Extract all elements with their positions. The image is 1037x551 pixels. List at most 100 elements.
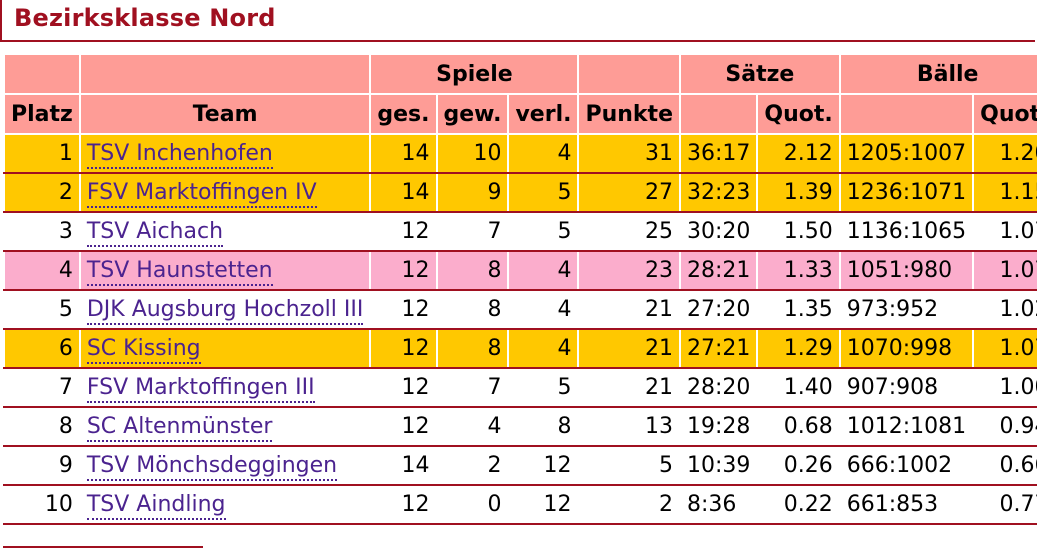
cell-baelle: 1205:1007	[838, 133, 975, 174]
team-link[interactable]: TSV Aichach	[86, 219, 224, 247]
cell-platz: 7	[3, 367, 81, 408]
cell-team: TSV Inchenhofen	[78, 133, 372, 174]
team-link[interactable]: DJK Augsburg Hochzoll III	[86, 297, 364, 325]
cell-team: TSV Aindling	[78, 484, 372, 525]
team-link[interactable]: TSV Aindling	[86, 492, 226, 520]
table-row: 2 FSV Marktoffingen IV 14 9 5 27 32:23 1.39 1236…	[3, 172, 1037, 213]
bottom-divider	[3, 546, 203, 548]
cell-saetze: 32:23	[678, 172, 759, 213]
cell-platz: 4	[3, 250, 81, 291]
cell-team: FSV Marktoffingen IV	[78, 172, 372, 213]
header-saetze-quot: Quot.	[756, 93, 841, 135]
cell-punkte: 21	[577, 367, 681, 408]
cell-gew: 8	[435, 289, 510, 330]
cell-platz: 8	[3, 406, 81, 447]
cell-saetze-quot: 1.40	[756, 367, 841, 408]
cell-verl: 4	[507, 328, 580, 369]
team-link[interactable]: TSV Haunstetten	[86, 258, 273, 286]
cell-verl: 4	[507, 250, 580, 291]
cell-baelle-quot: 1.20	[972, 133, 1037, 174]
cell-gew: 2	[435, 445, 510, 486]
cell-punkte: 23	[577, 250, 681, 291]
cell-team: TSV Mönchsdeggingen	[78, 445, 372, 486]
cell-baelle-quot: 0.66	[972, 445, 1037, 486]
cell-saetze: 27:20	[678, 289, 759, 330]
table-row: 8 SC Altenmünster 12 4 8 13 19:28 0.68 1012:1081…	[3, 406, 1037, 447]
cell-team: DJK Augsburg Hochzoll III	[78, 289, 372, 330]
cell-ges: 12	[369, 484, 438, 525]
cell-baelle: 1236:1071	[838, 172, 975, 213]
table-row: 5 DJK Augsburg Hochzoll III 12 8 4 21 27:20 1.3…	[3, 289, 1037, 330]
cell-saetze-quot: 1.39	[756, 172, 841, 213]
cell-verl: 8	[507, 406, 580, 447]
cell-verl: 5	[507, 211, 580, 252]
cell-saetze-quot: 1.29	[756, 328, 841, 369]
cell-gew: 4	[435, 406, 510, 447]
team-link[interactable]: SC Altenmünster	[86, 414, 273, 442]
cell-baelle-quot: 0.77	[972, 484, 1037, 525]
cell-gew: 7	[435, 211, 510, 252]
header-team-top	[78, 53, 372, 95]
header-gew: gew.	[435, 93, 510, 135]
cell-ges: 12	[369, 328, 438, 369]
cell-gew: 0	[435, 484, 510, 525]
cell-gew: 7	[435, 367, 510, 408]
cell-platz: 2	[3, 172, 81, 213]
cell-saetze: 27:21	[678, 328, 759, 369]
cell-gew: 8	[435, 328, 510, 369]
team-link[interactable]: FSV Marktoffingen III	[86, 375, 315, 403]
cell-verl: 5	[507, 367, 580, 408]
cell-punkte: 25	[577, 211, 681, 252]
cell-gew: 10	[435, 133, 510, 174]
cell-baelle-quot: 1.07	[972, 328, 1037, 369]
cell-ges: 14	[369, 172, 438, 213]
cell-platz: 9	[3, 445, 81, 486]
cell-saetze-quot: 0.26	[756, 445, 841, 486]
cell-baelle: 661:853	[838, 484, 975, 525]
cell-saetze: 10:39	[678, 445, 759, 486]
team-link[interactable]: SC Kissing	[86, 336, 201, 364]
table-row: 9 TSV Mönchsdeggingen 14 2 12 5 10:39 0.26 666:1…	[3, 445, 1037, 486]
table-row: 7 FSV Marktoffingen III 12 7 5 21 28:20 1.40 907…	[3, 367, 1037, 408]
cell-platz: 1	[3, 133, 81, 174]
cell-verl: 12	[507, 484, 580, 525]
header-platz-top	[3, 53, 81, 95]
table-row: 1 TSV Inchenhofen 14 10 4 31 36:17 2.12 1205:100…	[3, 133, 1037, 174]
cell-saetze: 30:20	[678, 211, 759, 252]
cell-ges: 14	[369, 133, 438, 174]
team-link[interactable]: TSV Inchenhofen	[86, 141, 273, 169]
standings-table: Spiele Sätze Bälle Platz Team ges. gew. …	[3, 53, 1037, 525]
cell-team: SC Kissing	[78, 328, 372, 369]
title-bar: Bezirksklasse Nord	[0, 0, 1035, 42]
header-punkte: Punkte	[577, 93, 681, 135]
cell-platz: 10	[3, 484, 81, 525]
cell-punkte: 2	[577, 484, 681, 525]
cell-ges: 12	[369, 211, 438, 252]
team-link[interactable]: FSV Marktoffingen IV	[86, 180, 317, 208]
cell-ges: 12	[369, 250, 438, 291]
cell-baelle: 666:1002	[838, 445, 975, 486]
cell-baelle: 973:952	[838, 289, 975, 330]
cell-saetze-quot: 0.68	[756, 406, 841, 447]
cell-ges: 12	[369, 406, 438, 447]
header-platz: Platz	[3, 93, 81, 135]
cell-saetze: 19:28	[678, 406, 759, 447]
cell-baelle-quot: 0.94	[972, 406, 1037, 447]
cell-saetze-quot: 2.12	[756, 133, 841, 174]
cell-saetze-quot: 0.22	[756, 484, 841, 525]
cell-baelle: 1051:980	[838, 250, 975, 291]
cell-ges: 12	[369, 289, 438, 330]
header-row-top: Spiele Sätze Bälle	[3, 53, 1037, 95]
header-ges: ges.	[369, 93, 438, 135]
header-spiele: Spiele	[369, 53, 580, 95]
cell-team: SC Altenmünster	[78, 406, 372, 447]
header-row-bottom: Platz Team ges. gew. verl. Punkte Quot. …	[3, 93, 1037, 135]
cell-punkte: 13	[577, 406, 681, 447]
cell-baelle-quot: 1.07	[972, 250, 1037, 291]
cell-platz: 5	[3, 289, 81, 330]
team-link[interactable]: TSV Mönchsdeggingen	[86, 453, 338, 481]
header-saetze: Sätze	[679, 53, 841, 95]
